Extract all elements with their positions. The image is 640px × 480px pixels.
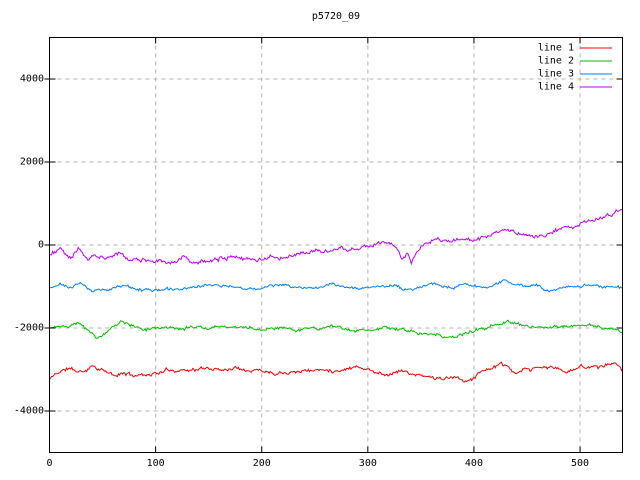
chart-title: p5720_09 (312, 11, 360, 22)
y-tick-label: 4000 (20, 74, 44, 85)
legend-label: line 4 (538, 82, 574, 93)
plot-border (49, 37, 623, 453)
series-line-4 (49, 208, 623, 266)
legend-label: line 3 (538, 69, 574, 80)
tick-layer (44, 37, 623, 453)
x-tick-label: 0 (46, 458, 52, 469)
x-tick-label: 500 (571, 458, 589, 469)
y-tick-label: 2000 (20, 157, 44, 168)
legend-label: line 1 (538, 43, 574, 54)
axis-label-layer: 0 100 200 300 400 500 -4000 -2000 0 2000 4000 (14, 74, 589, 470)
legend-label: line 2 (538, 56, 574, 67)
y-tick-label: 0 (38, 240, 44, 251)
legend: line 1 line 2 line 3 line 4 (538, 43, 612, 93)
x-tick-label: 400 (465, 458, 483, 469)
y-tick-label: -4000 (14, 406, 44, 417)
x-tick-label: 100 (147, 458, 165, 469)
grid-layer (49, 37, 623, 453)
y-tick-label: -2000 (14, 323, 44, 334)
series-line-2 (49, 319, 623, 339)
x-tick-label: 200 (253, 458, 271, 469)
series-layer (49, 208, 623, 383)
series-line-3 (49, 279, 623, 293)
x-tick-label: 300 (359, 458, 377, 469)
series-line-1 (49, 361, 623, 383)
